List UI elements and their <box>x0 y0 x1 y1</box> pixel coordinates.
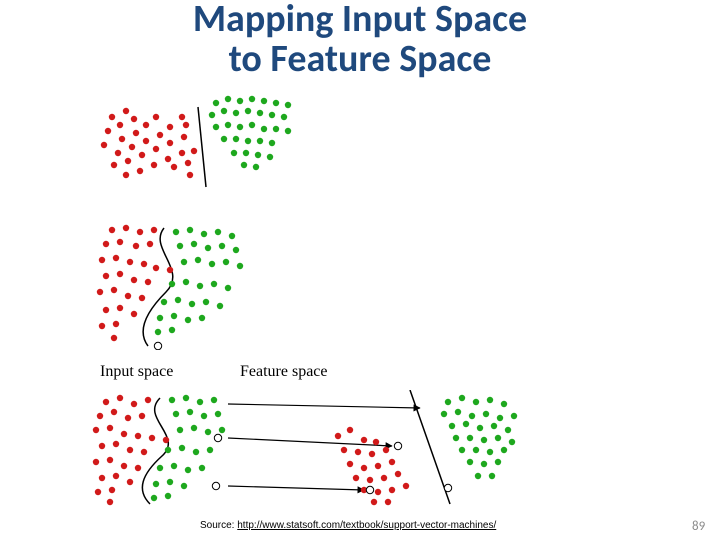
label-input-space: Input space <box>100 363 173 381</box>
diagram-input-space-nonlinear <box>92 220 252 350</box>
diagram-linear-separable <box>98 95 308 195</box>
diagram-mapping <box>88 390 528 510</box>
label-feature-space: Feature space <box>240 363 328 381</box>
source-url: http://www.statsoft.com/textbook/support… <box>237 520 496 531</box>
slide-title: Mapping Input Space to Feature Space <box>0 0 720 80</box>
page-number: 89 <box>692 519 705 534</box>
source-citation: Source: http://www.statsoft.com/textbook… <box>200 520 496 531</box>
source-prefix: Source: <box>200 520 237 531</box>
